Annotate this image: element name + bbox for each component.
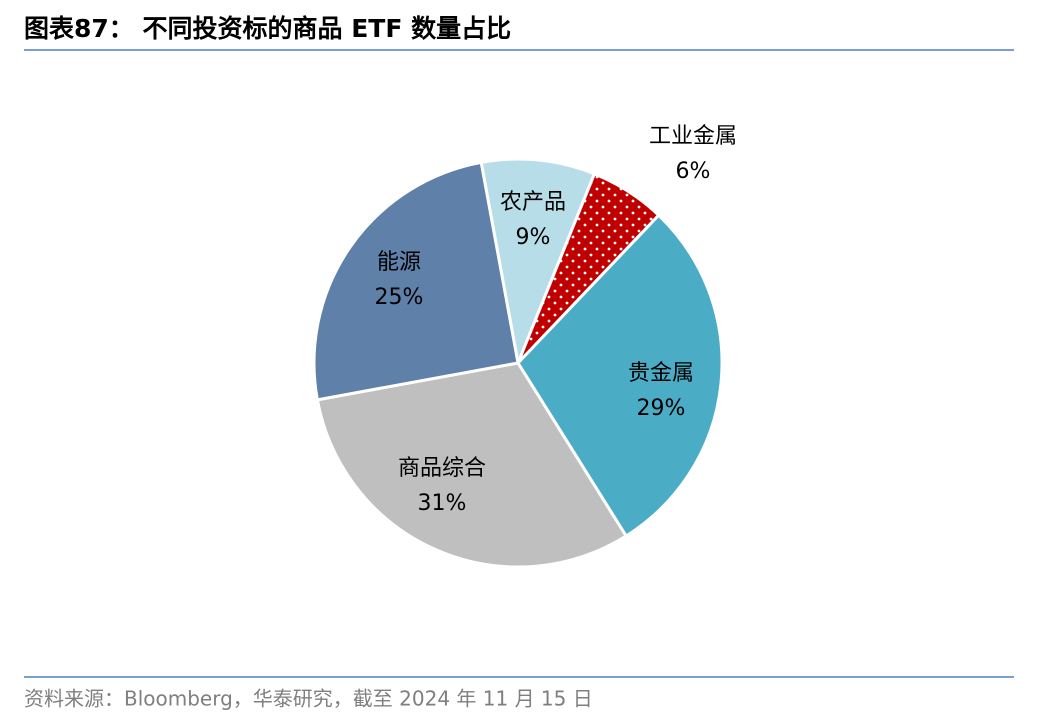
- value-label: 25%: [375, 285, 424, 310]
- pie-slice: [516, 213, 724, 539]
- chart-title: 图表87： 不同投资标的商品 ETF 数量占比: [24, 14, 511, 43]
- slice-label: 工业金属: [649, 124, 737, 149]
- value-label: 6%: [676, 159, 711, 184]
- slice-label: 农产品: [500, 190, 566, 215]
- pie-slice: [312, 160, 520, 402]
- pie-slice: [315, 361, 629, 569]
- slice-label: 商品综合: [398, 456, 486, 481]
- value-label: 31%: [418, 491, 467, 516]
- value-label: 9%: [516, 225, 551, 250]
- pie: 农产品 9% 工业金属 6% 贵金属 29% 商品综合 31% 能源 25%: [312, 124, 737, 569]
- slice-label: 贵金属: [628, 361, 694, 386]
- value-label: 29%: [637, 396, 686, 421]
- source-note: 资料来源：Bloomberg，华泰研究，截至 2024 年 11 月 15 日: [24, 687, 593, 711]
- slice-label: 能源: [377, 250, 421, 275]
